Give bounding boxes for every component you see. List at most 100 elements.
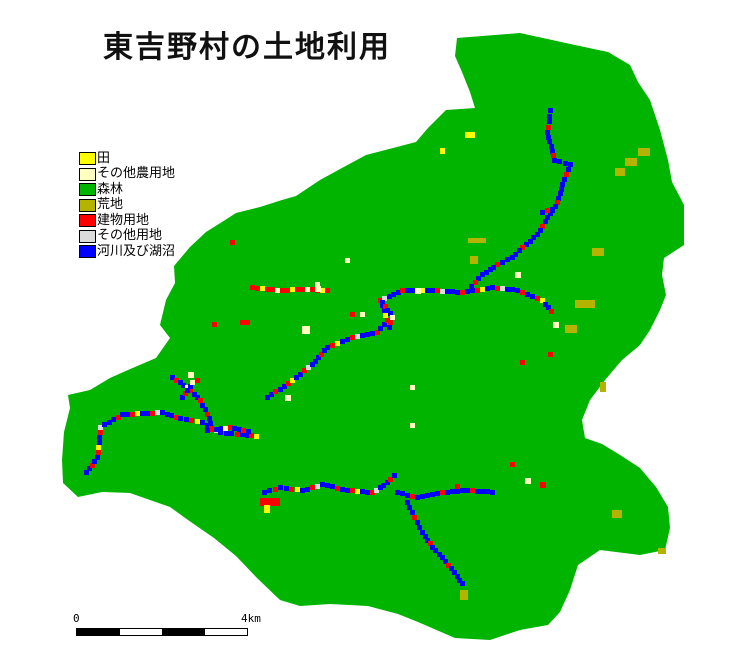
wasteland-patch xyxy=(480,238,486,243)
other-use-cell xyxy=(306,365,311,370)
building-cell xyxy=(116,415,121,420)
river-cell xyxy=(546,305,551,310)
paddy-cell xyxy=(96,445,101,450)
river-cell xyxy=(425,538,430,543)
river-cell xyxy=(475,489,480,494)
river-cell xyxy=(470,288,475,293)
river-cell xyxy=(345,488,350,493)
farmland-patch xyxy=(285,395,291,401)
farmland-patch xyxy=(553,322,559,328)
river-cell xyxy=(396,290,401,295)
river-cell xyxy=(325,345,330,350)
river-cell xyxy=(320,482,325,487)
river-cell xyxy=(224,431,229,436)
map-title: 東吉野村の土地利用 xyxy=(103,30,391,65)
building-cell xyxy=(198,398,203,403)
river-cell xyxy=(188,384,193,389)
building-cell xyxy=(210,427,215,432)
building-cell xyxy=(174,378,179,383)
river-cell xyxy=(387,294,392,299)
river-cell xyxy=(480,272,485,277)
river-cell xyxy=(360,333,365,338)
paddy-cell xyxy=(420,288,425,293)
building-cell xyxy=(280,288,285,293)
farmland-cell xyxy=(390,315,395,320)
river-cell xyxy=(246,429,251,434)
river-cell xyxy=(405,493,410,498)
river-cell xyxy=(178,416,183,421)
river-cell xyxy=(269,392,274,397)
river-cell xyxy=(550,207,555,212)
legend-item-other-farmland: その他農用地 xyxy=(79,167,175,183)
river-cell xyxy=(322,348,327,353)
legend-item-forest: 森林 xyxy=(79,182,175,198)
river-cell xyxy=(278,387,283,392)
river-cell xyxy=(140,411,145,416)
river-cell xyxy=(562,177,567,182)
building-cell xyxy=(235,432,240,437)
river-cell xyxy=(111,417,116,422)
river-cell xyxy=(430,492,435,497)
river-cell xyxy=(240,432,245,437)
river-cell xyxy=(450,489,455,494)
river-cell xyxy=(218,430,223,435)
legend-label: 森林 xyxy=(97,181,124,197)
river-cell xyxy=(525,292,530,297)
river-cell xyxy=(178,380,183,385)
legend-label: 河川及び湖沼 xyxy=(97,243,176,259)
building-cell xyxy=(310,287,315,292)
other-use-cell xyxy=(382,296,387,301)
building-cell xyxy=(174,415,179,420)
river-cell xyxy=(455,574,460,579)
building-cell xyxy=(410,494,415,499)
building-cell xyxy=(350,488,355,493)
river-cell xyxy=(510,255,515,260)
farmland-patch xyxy=(415,288,421,294)
building-cell xyxy=(255,286,260,291)
building-cell xyxy=(130,412,135,417)
farmland-patch xyxy=(525,478,531,484)
river-cell xyxy=(145,411,150,416)
river-cell xyxy=(294,375,299,380)
building-patch xyxy=(260,498,280,506)
river-cell xyxy=(200,420,205,425)
building-cell xyxy=(375,330,380,335)
farmland-patch xyxy=(302,326,310,334)
building-cell xyxy=(383,304,388,309)
building-cell xyxy=(388,320,393,325)
river-cell xyxy=(465,289,470,294)
river-cell xyxy=(566,167,571,172)
river-cell xyxy=(298,372,303,377)
river-cell xyxy=(417,525,422,530)
river-cell xyxy=(325,483,330,488)
river-cell xyxy=(370,331,375,336)
river-cell xyxy=(517,248,522,253)
building-cell xyxy=(540,224,545,229)
river-cell xyxy=(205,428,210,433)
river-cell xyxy=(433,548,438,553)
building-cell xyxy=(285,288,290,293)
paddy-cell xyxy=(320,288,325,293)
river-cell xyxy=(543,219,548,224)
building-patch xyxy=(510,462,515,467)
legend-item-water: 河川及び湖沼 xyxy=(79,244,175,260)
paddy-cell xyxy=(290,378,295,383)
farmland-patch xyxy=(345,258,350,263)
legend-swatch-water xyxy=(79,245,96,259)
river-cell xyxy=(469,284,474,289)
building-cell xyxy=(400,288,405,293)
paddy-cell xyxy=(355,489,360,494)
building-cell xyxy=(564,172,569,177)
legend-swatch-building xyxy=(79,214,96,228)
paddy-cell xyxy=(335,341,340,346)
building-cell xyxy=(546,125,551,130)
river-cell xyxy=(420,494,425,499)
river-cell xyxy=(415,495,420,500)
river-cell xyxy=(430,288,435,293)
building-cell xyxy=(98,430,103,435)
river-cell xyxy=(505,287,510,292)
river-cell xyxy=(97,435,102,440)
paddy-patch xyxy=(440,148,445,154)
building-patch xyxy=(212,322,217,327)
